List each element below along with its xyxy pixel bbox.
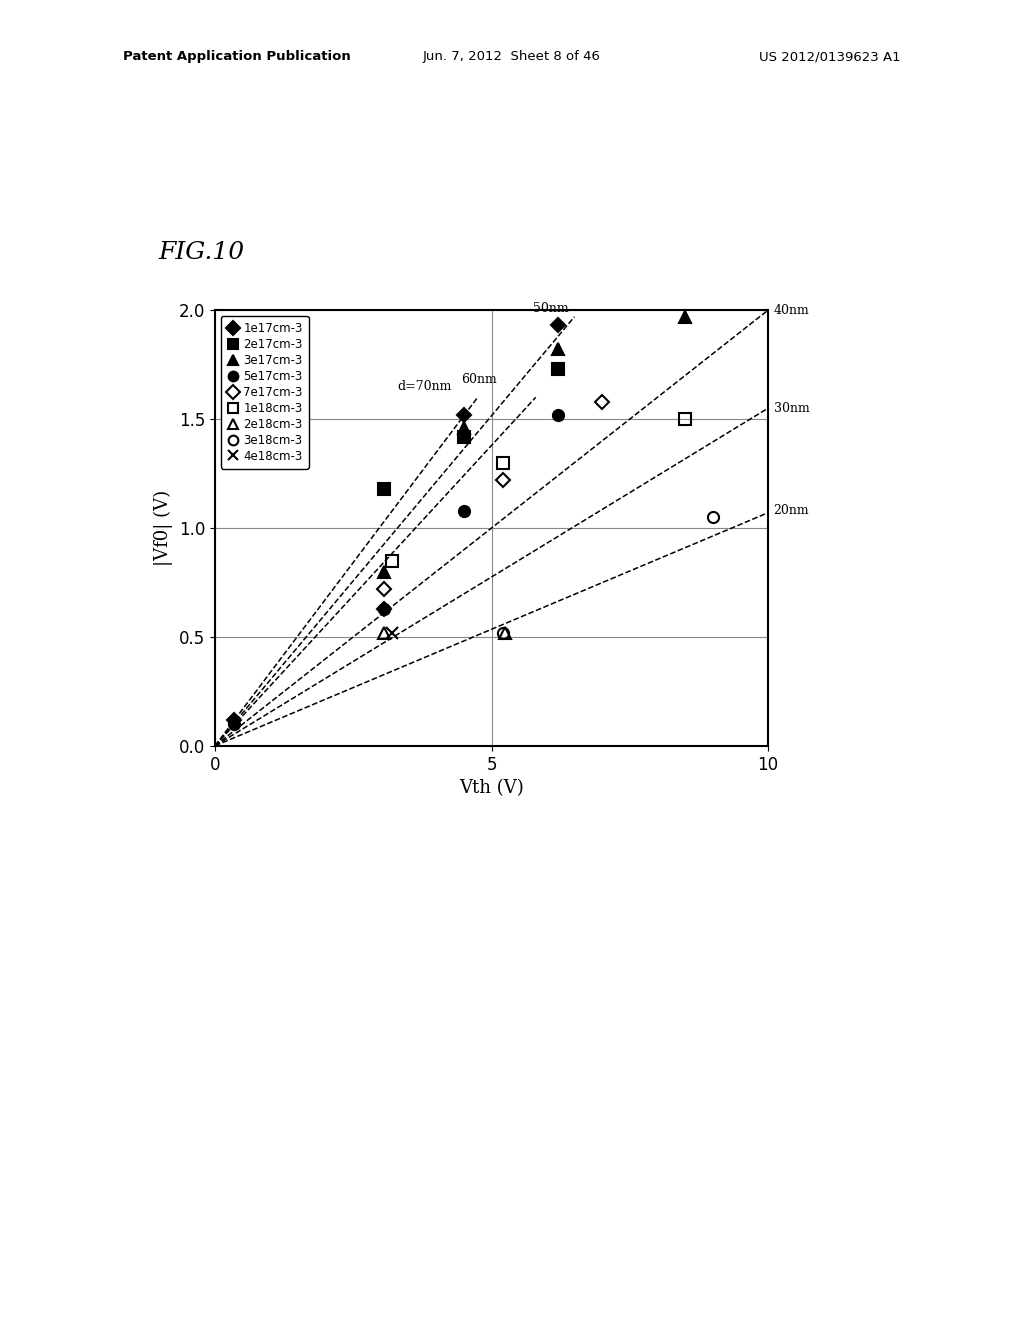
Y-axis label: |Vf0| (V): |Vf0| (V) — [155, 490, 173, 566]
Text: 60nm: 60nm — [461, 374, 497, 387]
Legend: 1e17cm-3, 2e17cm-3, 3e17cm-3, 5e17cm-3, 7e17cm-3, 1e18cm-3, 2e18cm-3, 3e18cm-3, : 1e17cm-3, 2e17cm-3, 3e17cm-3, 5e17cm-3, … — [221, 315, 308, 469]
Text: 40nm: 40nm — [773, 304, 809, 317]
Text: 30nm: 30nm — [773, 401, 809, 414]
Text: Patent Application Publication: Patent Application Publication — [123, 50, 350, 63]
Text: Jun. 7, 2012  Sheet 8 of 46: Jun. 7, 2012 Sheet 8 of 46 — [423, 50, 601, 63]
Text: FIG.10: FIG.10 — [159, 242, 245, 264]
Text: US 2012/0139623 A1: US 2012/0139623 A1 — [760, 50, 901, 63]
X-axis label: Vth (V): Vth (V) — [459, 779, 524, 797]
Text: 20nm: 20nm — [773, 504, 809, 517]
Text: 50nm: 50nm — [534, 301, 568, 314]
Text: d=70nm: d=70nm — [397, 380, 452, 393]
